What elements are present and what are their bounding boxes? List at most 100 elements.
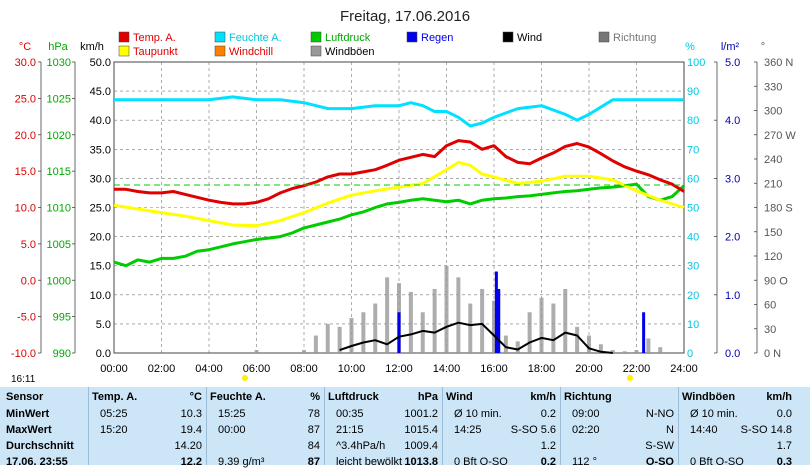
column-header: Feuchte A. (210, 391, 266, 403)
direction-axis-title: ° (761, 41, 765, 53)
cell-detail: 00:35 (336, 408, 364, 420)
gust-bar (503, 335, 508, 353)
column-unit: km/h (530, 391, 556, 403)
column-unit: % (310, 391, 320, 403)
gust-bar (456, 277, 461, 353)
time-tick-label: 00:00 (100, 363, 128, 375)
gust-bar (480, 288, 485, 353)
legend-label: Temp. A. (133, 32, 176, 44)
temp-tick-label: 15.0 (15, 166, 36, 178)
taupunkt-line (113, 160, 685, 228)
table-separator (206, 387, 207, 465)
column-unit: hPa (417, 391, 438, 403)
kmh-tick-label: 50.0 (90, 57, 111, 69)
row-label: MaxWert (6, 424, 52, 436)
direction-tick-label: 210 (764, 178, 782, 190)
rain-bar (494, 271, 498, 353)
cell-value: 1.7 (776, 440, 792, 452)
rain-tick-label: 5.0 (725, 57, 740, 69)
gust-bar (515, 341, 520, 353)
column-header: Windböen (682, 391, 736, 403)
time-tick-label: 20:00 (575, 363, 603, 375)
rain-tick-label: 2.0 (725, 232, 740, 244)
rain-bar (642, 312, 646, 353)
percent-tick-label: 0 (687, 348, 693, 360)
legend-swatch (598, 31, 610, 43)
kmh-tick-label: 30.0 (90, 173, 111, 185)
legend-label: Regen (421, 32, 453, 44)
direction-tick-label: 180 S (764, 203, 793, 215)
time-tick-label: 24:00 (670, 363, 698, 375)
row-label: MinWert (6, 408, 50, 420)
column-unit: km/h (766, 391, 792, 403)
kmh-tick-label: 40.0 (90, 115, 111, 127)
legend: Temp. A. Feuchte A. Luftdruck Regen Wind Rich… (118, 31, 656, 58)
temp-tick-label: 20.0 (15, 130, 36, 142)
rain-axis-title: l/m² (721, 41, 740, 53)
direction-tick-label: 300 (764, 106, 782, 118)
gust-bar (575, 326, 580, 353)
cell-detail: 05:25 (100, 408, 128, 420)
gust-bar (361, 312, 366, 353)
kmh-tick-label: 20.0 (90, 232, 111, 244)
cell-value: S-SO 5.6 (510, 424, 556, 436)
time-tick-label: 12:00 (385, 363, 413, 375)
cell-value: 87 (307, 424, 320, 436)
gust-bar (634, 350, 639, 353)
rain-tick-label: 0.0 (725, 348, 740, 360)
legend-label: Windchill (229, 46, 273, 58)
summary-table: Sensor Temp. A. °C Feuchte A.% Luftdruck hPa W… (0, 387, 810, 468)
table-separator (560, 387, 561, 465)
percent-tick-label: 100 (687, 57, 705, 69)
time-tick-label: 08:00 (290, 363, 318, 375)
direction-tick-label: 150 (764, 227, 782, 239)
gust-bar (551, 303, 556, 353)
cell-detail: 09:00 (572, 408, 600, 420)
chart-title: Freitag, 17.06.2016 (340, 8, 470, 25)
direction-tick-label: 360 N (764, 57, 793, 69)
time-tick-label: 14:00 (433, 363, 461, 375)
axis-titles: °C hPa km/h % l/m² ° (19, 41, 765, 53)
gust-bar (658, 347, 663, 353)
cell-detail: 14:40 (690, 424, 718, 436)
percent-tick-label: 40 (687, 232, 699, 244)
legend-label: Luftdruck (325, 32, 371, 44)
cell-detail: 15:20 (100, 424, 128, 436)
temp-tick-label: -10.0 (11, 348, 36, 360)
legend-swatch (118, 31, 130, 43)
legend-swatch (118, 45, 130, 57)
legend-label: Windböen (325, 46, 375, 58)
cell-value: N (666, 424, 674, 436)
legend-swatch (214, 31, 226, 43)
percent-tick-label: 80 (687, 115, 699, 127)
hpa-tick-label: 1010 (47, 203, 71, 215)
temp-tick-label: -5.0 (17, 312, 36, 324)
time-tick-label: 10:00 (338, 363, 366, 375)
gust-bar (563, 288, 568, 353)
direction-tick-label: 60 (764, 300, 776, 312)
cell-value: 1009.4 (404, 440, 438, 452)
cell-value: 12.2 (180, 456, 202, 468)
table-separator (678, 387, 679, 465)
cell-detail: Ø 10 min. (454, 408, 502, 420)
gust-bar (254, 350, 259, 353)
cell-value: S-SW (645, 440, 674, 452)
direction-tick-label: 120 (764, 251, 782, 263)
temp-tick-label: 5.0 (21, 239, 36, 251)
cell-detail: 14:25 (454, 424, 482, 436)
direction-tick-label: 0 N (764, 348, 781, 360)
kmh-tick-label: 10.0 (90, 290, 111, 302)
cell-value: 1013.8 (404, 456, 438, 468)
temp-tick-label: 30.0 (15, 57, 36, 69)
percent-axis-title: % (685, 41, 695, 53)
legend-swatch (310, 31, 322, 43)
weather-chart: Freitag, 17.06.2016 Temp. A. Feuchte A. Lu… (11, 8, 796, 385)
cell-value: 14.20 (174, 440, 202, 452)
percent-tick-label: 10 (687, 319, 699, 331)
gust-bar (420, 312, 425, 353)
wind-line (339, 321, 613, 354)
legend-label: Richtung (613, 32, 656, 44)
temp-tick-label: 0.0 (21, 275, 36, 287)
row-label: 17.06. 23:55 (6, 456, 68, 468)
gust-bar (468, 303, 473, 353)
